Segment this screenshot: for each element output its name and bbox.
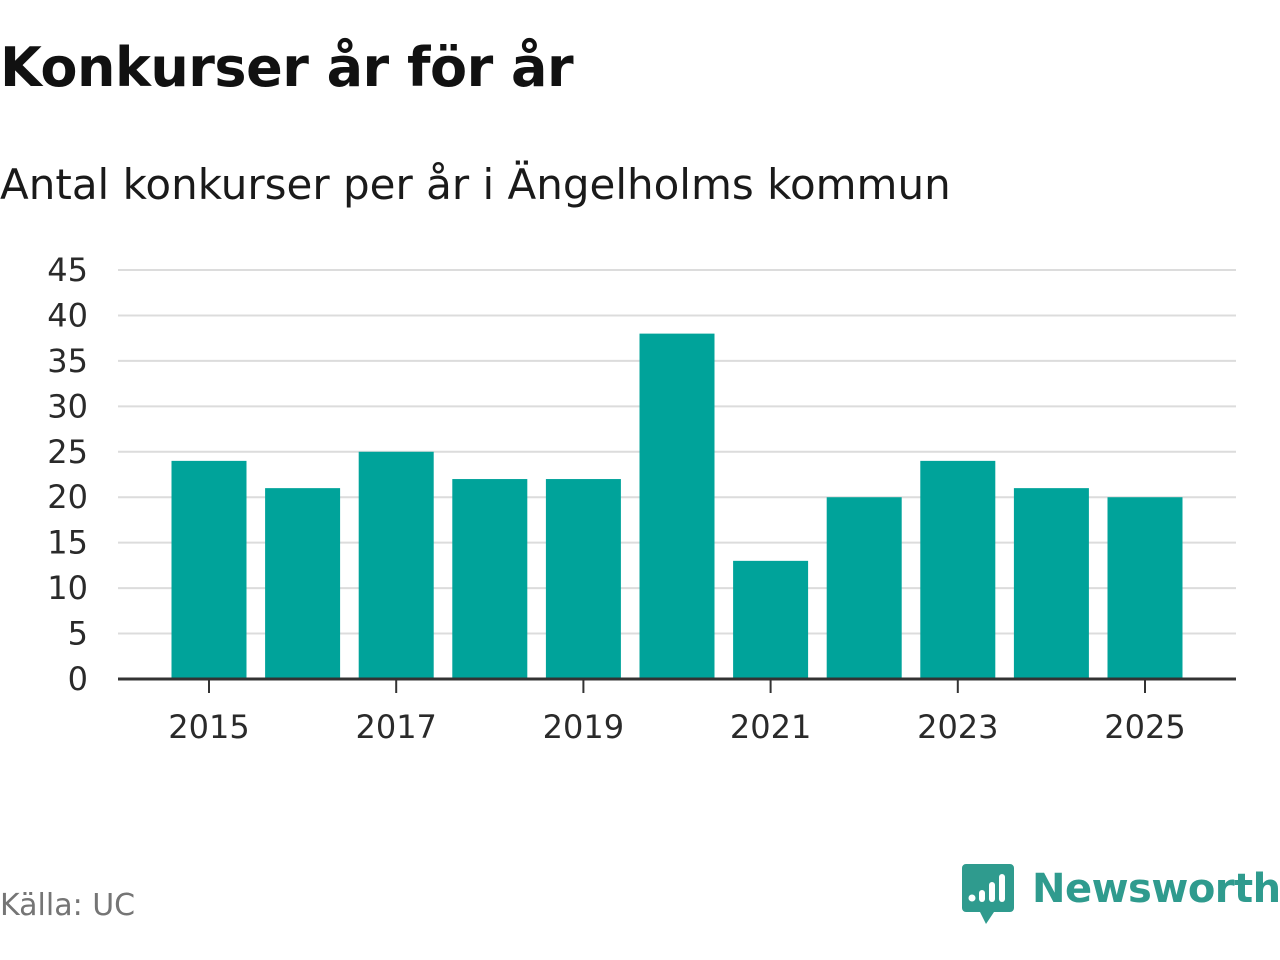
y-tick-label: 45 [47,251,88,289]
bar-2023 [920,460,996,679]
y-tick-label: 15 [47,524,88,562]
y-axis-tick-labels: 0 5 10 15 20 25 30 35 40 45 [47,251,88,698]
bar-2017 [358,451,434,679]
bars [171,333,1183,679]
x-axis [118,677,1236,693]
bar-2024 [1013,488,1089,679]
y-tick-label: 5 [68,615,88,653]
newsworthy-logo-icon [962,864,1014,924]
x-tick-label: 2019 [543,708,624,746]
bar-2025 [1107,497,1183,679]
bar-2018 [452,479,528,679]
x-tick-label: 2025 [1104,708,1185,746]
bar-2022 [826,497,902,679]
y-tick-label: 10 [47,569,88,607]
x-axis-tick-labels: 2015 2017 2019 2021 2023 2025 [168,708,1185,746]
brand-name: Newsworthy [1032,866,1280,912]
bar-2020 [639,333,715,679]
y-tick-label: 35 [47,342,88,380]
x-tick-label: 2015 [168,708,249,746]
y-tick-label: 0 [68,660,88,698]
bar-2021 [733,560,809,679]
y-tick-label: 30 [47,387,88,425]
source-note: Källa: UC [0,888,136,923]
bar-2019 [545,479,621,679]
y-tick-label: 40 [47,296,88,334]
bar-2015 [171,460,247,679]
chart-title: Konkurser år för år [0,36,574,99]
x-tick-label: 2023 [917,708,998,746]
brand-logo: Newsworthy [962,864,1280,928]
y-tick-label: 20 [47,478,88,516]
y-tick-label: 25 [47,433,88,471]
bar-2016 [265,488,341,679]
x-tick-label: 2021 [730,708,811,746]
chart-subtitle: Antal konkurser per år i Ängelholms komm… [0,160,951,209]
x-tick-label: 2017 [355,708,436,746]
